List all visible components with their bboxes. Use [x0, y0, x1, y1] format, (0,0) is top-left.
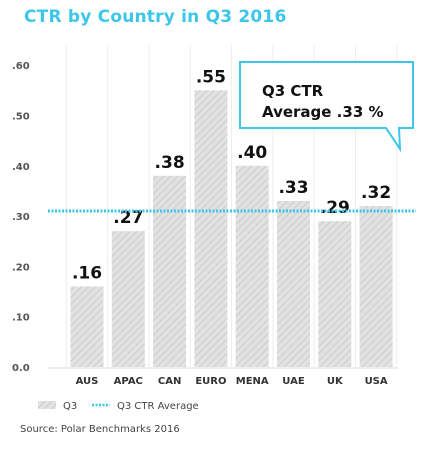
data-label: .27 [113, 208, 143, 228]
y-tick-label: .60 [12, 61, 30, 72]
legend-label-q3: Q3 [63, 401, 77, 412]
y-tick-label: .20 [12, 262, 30, 273]
bar-aus [70, 286, 104, 367]
average-callout: Q3 CTR Average .33 % [239, 61, 414, 153]
callout-line-2: Average .33 % [262, 103, 384, 121]
callout-line-1: Q3 CTR [262, 82, 324, 100]
y-tick-label: .30 [12, 212, 30, 223]
data-label: .55 [196, 67, 226, 87]
x-tick-label: AUS [76, 376, 99, 387]
source-note: Source: Polar Benchmarks 2016 [20, 424, 180, 435]
x-tick-label: APAC [114, 376, 143, 387]
bar-uae [277, 200, 310, 367]
x-axis: AUS APAC CAN EURO MENA UAE UK USA [76, 376, 388, 387]
x-tick-label: MENA [236, 376, 269, 387]
data-label: .38 [155, 153, 185, 173]
legend-swatch-q3 [38, 401, 56, 409]
data-label: .16 [72, 264, 102, 284]
callout-box [239, 61, 414, 153]
y-tick-label: 0.0 [12, 363, 30, 374]
data-label: .40 [237, 143, 267, 163]
data-label: .32 [361, 183, 391, 203]
bar-mena [235, 165, 269, 367]
x-tick-label: UAE [282, 376, 305, 387]
bar-uk [318, 221, 352, 367]
bars [70, 90, 393, 367]
bar-usa [359, 206, 393, 367]
data-labels: .16 .27 .38 .55 .40 .33 .29 .32 [72, 67, 391, 283]
bar-can [153, 175, 187, 367]
x-tick-label: EURO [195, 376, 226, 387]
chart-title: CTR by Country in Q3 2016 [24, 7, 287, 27]
legend-label-average: Q3 CTR Average [117, 401, 199, 412]
bar-apac [111, 231, 145, 367]
x-tick-label: USA [365, 376, 388, 387]
x-tick-label: UK [327, 376, 344, 387]
y-tick-label: .10 [12, 313, 30, 324]
y-axis: 0.0 .10 .20 .30 .40 .50 .60 [12, 61, 30, 374]
y-tick-label: .40 [12, 162, 30, 173]
y-tick-label: .50 [12, 111, 30, 122]
x-tick-label: CAN [158, 376, 181, 387]
legend: Q3 Q3 CTR Average [38, 401, 199, 412]
bar-euro [194, 90, 228, 367]
data-label: .29 [320, 198, 350, 218]
data-label: .33 [278, 178, 308, 198]
